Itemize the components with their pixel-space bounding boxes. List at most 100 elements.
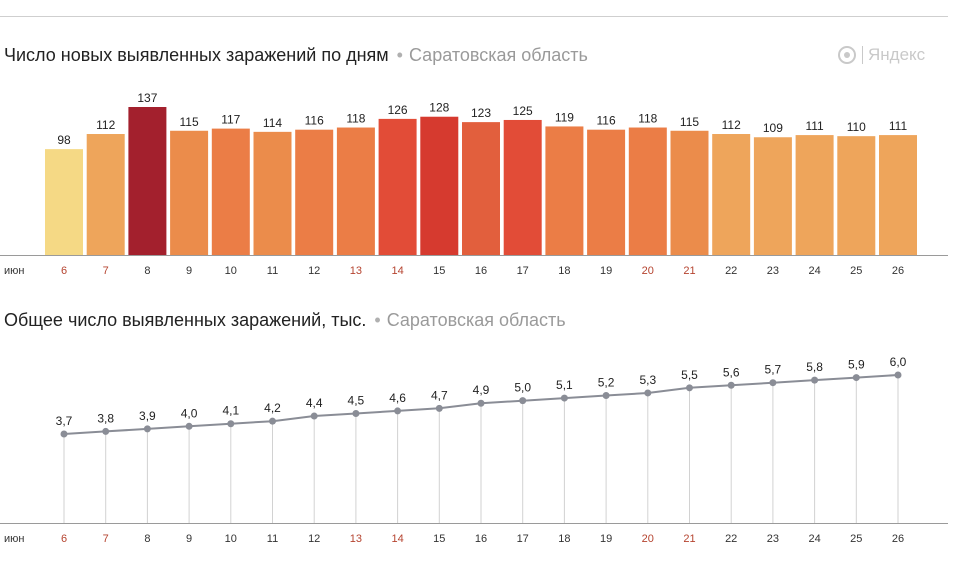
data-point	[394, 407, 402, 415]
x-tick-label: 25	[850, 533, 862, 545]
data-label: 4,0	[181, 406, 198, 420]
x-tick-label: 17	[517, 533, 529, 545]
x-tick-label: 6	[61, 533, 67, 545]
x-tick-label: 9	[186, 265, 192, 277]
bar	[879, 135, 917, 255]
top-divider	[0, 16, 948, 17]
x-tick-label: 16	[475, 265, 487, 277]
x-tick-label: 26	[892, 265, 904, 277]
bar	[336, 127, 375, 255]
x-tick-label: 11	[267, 533, 278, 545]
x-tick-label: 12	[308, 533, 320, 545]
data-label: 118	[346, 112, 365, 126]
data-label: 4,6	[389, 391, 406, 405]
data-point	[644, 389, 652, 397]
data-label: 4,9	[473, 383, 490, 397]
x-tick-label: 24	[808, 265, 820, 277]
bar	[295, 129, 334, 255]
title-separator: •	[396, 45, 403, 65]
data-point	[269, 417, 276, 425]
x-tick-label: 14	[391, 265, 403, 277]
x-tick-label: 21	[683, 533, 695, 545]
x-tick-label: 19	[600, 533, 612, 545]
data-label: 5,8	[806, 360, 823, 374]
bar	[170, 130, 209, 255]
bar	[128, 107, 167, 255]
data-point	[102, 427, 110, 435]
bar	[420, 116, 459, 255]
x-tick-label: 13	[350, 265, 362, 277]
x-tick-label: 15	[433, 265, 445, 277]
bar	[587, 129, 626, 255]
data-label: 5,0	[514, 381, 531, 395]
x-tick-label: 14	[391, 533, 403, 545]
bar-chart: июн9861127137811591171011411116121181312…	[0, 91, 948, 277]
line-chart-title: Общее число выявленных заражений, тыс. • С…	[4, 310, 566, 331]
bar	[253, 131, 292, 255]
bar	[753, 137, 792, 255]
x-tick-label: 6	[61, 265, 67, 277]
bar	[503, 119, 542, 255]
bar-chart-title: Число новых выявленных заражений по дням…	[4, 45, 588, 66]
x-tick-label: 7	[103, 533, 109, 545]
data-point	[686, 384, 693, 392]
data-label: 6,0	[890, 355, 907, 369]
data-point	[352, 409, 360, 417]
bar	[545, 126, 584, 256]
logo-divider	[862, 46, 863, 64]
data-label: 111	[889, 119, 908, 133]
data-label: 119	[555, 110, 574, 124]
data-label: 5,9	[848, 358, 865, 372]
data-point	[227, 420, 235, 428]
data-label: 112	[96, 118, 115, 132]
title-separator: •	[374, 310, 381, 330]
x-tick-label: 21	[683, 265, 695, 277]
x-tick-label: 9	[186, 533, 192, 545]
data-label: 3,8	[97, 411, 114, 425]
data-label: 5,7	[765, 363, 782, 377]
bar	[795, 135, 834, 255]
x-tick-label: 24	[808, 533, 820, 545]
x-tick-label: 23	[767, 265, 779, 277]
data-point	[185, 422, 193, 430]
data-point	[60, 430, 68, 438]
data-point	[811, 376, 819, 384]
data-label: 98	[57, 133, 71, 147]
month-label: июн	[4, 533, 24, 545]
x-tick-label: 16	[475, 533, 487, 545]
data-point	[769, 379, 777, 387]
x-tick-label: 11	[267, 265, 278, 277]
x-tick-label: 19	[600, 265, 612, 277]
x-tick-label: 26	[892, 533, 904, 545]
data-label: 118	[638, 112, 657, 126]
data-label: 5,2	[598, 376, 615, 390]
bar	[628, 127, 667, 255]
x-tick-label: 8	[144, 533, 150, 545]
x-tick-label: 15	[433, 533, 445, 545]
x-tick-label: 18	[558, 533, 570, 545]
x-tick-label: 17	[517, 265, 529, 277]
bar	[45, 149, 83, 255]
x-tick-label: 7	[103, 265, 109, 277]
data-label: 3,7	[56, 414, 73, 428]
data-label: 125	[513, 104, 533, 118]
x-tick-label: 13	[350, 533, 362, 545]
data-label: 4,2	[264, 401, 281, 415]
data-label: 111	[805, 119, 824, 133]
data-label: 4,1	[222, 404, 239, 418]
line-chart-subtitle: Саратовская область	[386, 310, 566, 330]
data-label: 116	[305, 114, 324, 128]
data-label: 115	[180, 115, 199, 129]
bar-chart-subtitle: Саратовская область	[408, 45, 588, 65]
x-tick-label: 25	[850, 265, 862, 277]
data-label: 5,6	[723, 365, 740, 379]
data-label: 5,1	[556, 378, 573, 392]
yandex-logo-text: Яндекс	[868, 45, 926, 64]
x-tick-label: 10	[225, 533, 237, 545]
data-point	[560, 394, 568, 402]
x-tick-label: 12	[308, 265, 320, 277]
data-label: 4,7	[431, 388, 448, 402]
data-point	[477, 399, 485, 407]
data-label: 109	[763, 121, 783, 135]
